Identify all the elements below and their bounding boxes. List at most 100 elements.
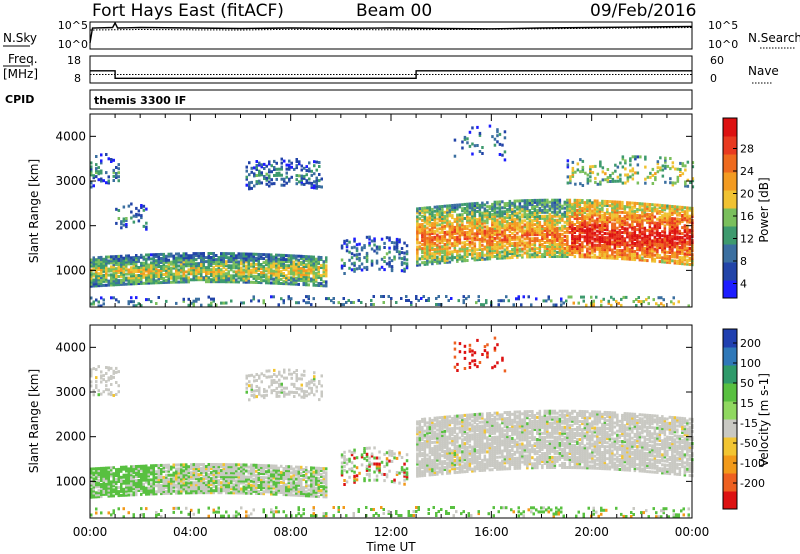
data-cell (458, 253, 462, 257)
data-cell (511, 217, 514, 221)
data-cell (681, 262, 684, 266)
data-cell (663, 242, 667, 246)
data-cell (643, 214, 647, 218)
data-cell (561, 255, 564, 258)
data-cell (478, 207, 482, 211)
data-cell (543, 200, 547, 204)
data-cell (175, 260, 178, 264)
data-cell (468, 216, 472, 220)
noise-series-line-0 (89, 21, 693, 44)
data-cell (606, 168, 610, 171)
data-cell (182, 274, 185, 278)
data-cell (175, 264, 178, 268)
data-cell (686, 230, 689, 234)
data-cell (668, 257, 672, 260)
data-cell (548, 255, 552, 258)
data-cell (658, 219, 662, 223)
data-cell (518, 253, 522, 257)
data-cell (611, 171, 615, 175)
data-cell (513, 235, 517, 239)
data-cell (105, 470, 108, 474)
data-cell (292, 280, 295, 284)
data-cell (503, 256, 507, 260)
data-cell (616, 256, 619, 260)
data-cell (187, 270, 190, 274)
data-cell (533, 219, 537, 222)
data-cell (582, 299, 585, 303)
data-cell (593, 213, 597, 217)
data-cell (112, 259, 115, 263)
data-cell (280, 282, 283, 285)
data-cell (609, 174, 612, 177)
data-cell (292, 260, 295, 264)
data-cell (416, 235, 419, 239)
data-cell (538, 216, 542, 220)
data-cell (583, 211, 587, 215)
data-cell (498, 240, 502, 244)
data-cell (541, 228, 544, 232)
data-cell (496, 256, 499, 260)
data-cell (548, 228, 552, 232)
data-cell (167, 272, 170, 276)
data-cell (421, 208, 424, 212)
data-cell (117, 261, 120, 264)
data-cell (125, 223, 128, 226)
data-cell (583, 203, 587, 207)
data-cell (563, 202, 567, 206)
data-cell (577, 301, 580, 305)
data-cell (615, 299, 618, 303)
data-cell (573, 227, 577, 230)
data-cell (541, 202, 544, 206)
data-cell (416, 255, 419, 259)
data-cell (350, 246, 354, 250)
data-cell (115, 263, 118, 267)
data-cell (521, 221, 524, 225)
data-cell (260, 275, 263, 279)
data-cell (663, 218, 667, 222)
data-cell (523, 225, 527, 229)
data-cell (125, 477, 128, 481)
data-cell (521, 243, 524, 247)
data-cell (142, 271, 145, 275)
data-cell (255, 276, 258, 280)
data-cell (521, 227, 524, 231)
data-cell (486, 217, 489, 221)
data-cell (593, 207, 597, 211)
data-cell (603, 238, 607, 242)
data-cell (621, 255, 624, 259)
data-cell (245, 270, 248, 274)
data-cell (628, 239, 632, 243)
data-cell (423, 212, 427, 216)
data-cell (135, 473, 138, 477)
data-cell (416, 227, 419, 231)
data-cell (307, 279, 310, 283)
data-cell (302, 275, 305, 279)
data-cell (182, 254, 185, 258)
data-cell (598, 207, 602, 211)
data-cell (618, 251, 622, 254)
data-cell (543, 249, 547, 252)
data-cell (496, 206, 499, 210)
data-cell (548, 246, 552, 250)
data-cell (135, 270, 138, 274)
data-cell (501, 244, 504, 248)
data-cell (561, 232, 564, 236)
colorbar-swatch (723, 208, 737, 227)
data-cell (491, 253, 494, 257)
data-cell (436, 209, 439, 213)
data-cell (613, 228, 617, 232)
data-cell (631, 205, 634, 209)
data-cell (115, 281, 118, 285)
data-cell (155, 269, 158, 273)
data-cell (307, 267, 310, 271)
data-cell (157, 257, 160, 261)
data-cell (275, 273, 278, 277)
data-cell (568, 253, 572, 256)
data-cell (423, 252, 427, 256)
data-cell (441, 245, 444, 249)
data-cell (117, 256, 120, 260)
data-cell (190, 268, 193, 272)
data-cell (147, 257, 150, 261)
data-cell (593, 221, 597, 225)
colorbar-swatch (723, 280, 737, 299)
